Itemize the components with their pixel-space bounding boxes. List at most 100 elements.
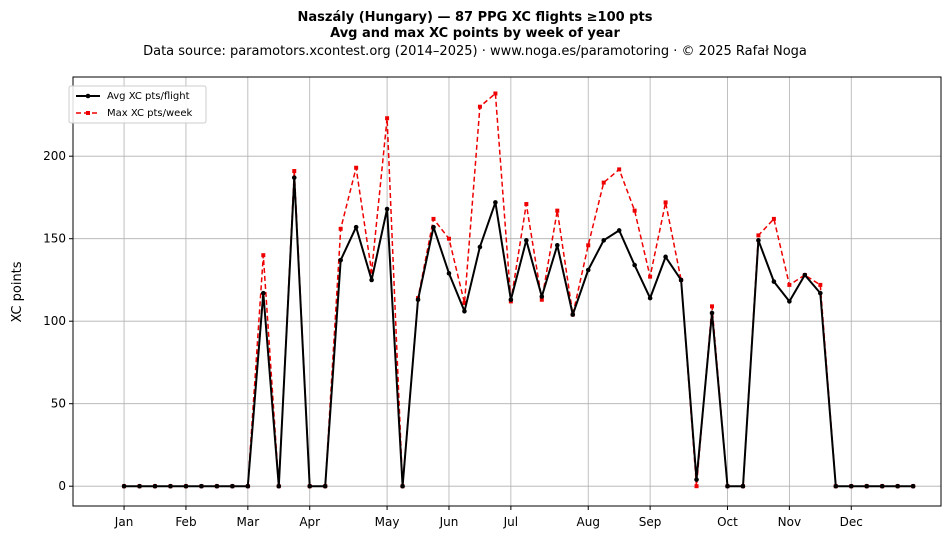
series-1-point-16 — [369, 269, 374, 274]
x-tick-label-4: May — [375, 515, 400, 529]
series-1-point-30 — [586, 243, 591, 248]
y-tick-label-3: 150 — [43, 232, 66, 246]
y-tick-label-4: 200 — [43, 149, 66, 163]
series-1-point-22 — [462, 301, 467, 306]
series-0-point-44 — [802, 272, 808, 278]
series-0-point-0 — [121, 483, 127, 489]
series-0-point-46 — [833, 483, 839, 489]
x-tick-label-8: Sep — [639, 515, 662, 529]
series-1-point-38 — [710, 304, 715, 309]
chart-subtitle: Avg and max XC points by week of year — [330, 26, 620, 41]
series-1-point-27 — [539, 297, 544, 302]
y-tick-label-1: 50 — [51, 397, 66, 411]
legend-marker-max — [86, 111, 90, 115]
series-0-point-20 — [431, 224, 436, 230]
x-tick-label-3: Apr — [299, 515, 320, 529]
series-0-point-29 — [570, 312, 576, 317]
series-0-point-41 — [756, 238, 761, 243]
series-0-point-24 — [493, 200, 498, 205]
series-0-point-10 — [276, 483, 282, 489]
y-ticks: 0 50 100 150 200 — [43, 149, 73, 493]
series-1-point-28 — [555, 208, 560, 213]
x-tick-label-5: Jun — [439, 515, 459, 529]
series-0-point-27 — [539, 294, 545, 299]
series-0-point-6 — [214, 483, 220, 489]
legend-label-avg: Avg XC pts/flight — [107, 91, 190, 102]
series-1-point-20 — [431, 216, 436, 221]
series-1-point-26 — [524, 202, 529, 207]
series-0-point-17 — [384, 206, 390, 212]
legend-marker-avg — [85, 93, 91, 99]
series-1-point-17 — [385, 116, 390, 121]
y-axis-label: XC points — [10, 261, 25, 322]
series-0-point-19 — [415, 297, 421, 303]
series-1-point-35 — [663, 200, 668, 205]
x-tick-label-7: Aug — [577, 515, 600, 529]
series-0-point-18 — [400, 483, 405, 489]
plot-area-frame — [72, 76, 942, 507]
series-1-point-11 — [292, 169, 297, 174]
series-0-point-47 — [848, 483, 854, 489]
series-1-point-32 — [617, 167, 622, 172]
series-0-point-9 — [261, 290, 266, 296]
series-0-point-16 — [369, 277, 374, 283]
series-1-point-15 — [354, 165, 359, 170]
series-0-point-14 — [338, 257, 343, 263]
chart-title: Naszály (Hungary) — 87 PPG XC flights ≥1… — [298, 10, 653, 25]
series-0-point-11 — [291, 175, 297, 180]
x-tick-label-1: Feb — [175, 515, 196, 529]
series-1-point-43 — [787, 282, 792, 287]
series-1-point-41 — [756, 233, 761, 238]
series-line-0 — [124, 176, 914, 488]
series-1-point-9 — [261, 253, 266, 258]
series-0-point-37 — [694, 477, 699, 482]
series-0-point-28 — [554, 243, 560, 248]
series-0-point-49 — [879, 483, 885, 489]
series-0-point-12 — [307, 483, 313, 489]
series-0-point-31 — [601, 238, 607, 243]
series-0-point-25 — [508, 297, 514, 303]
series-0-point-3 — [168, 483, 173, 489]
series-0-point-22 — [462, 309, 467, 314]
x-tick-label-10: Nov — [778, 515, 801, 529]
chart-source-line: Data source: paramotors.xcontest.org (20… — [143, 44, 807, 59]
series-0-point-40 — [740, 483, 746, 489]
series-layer — [121, 91, 916, 489]
series-0-point-32 — [616, 228, 622, 233]
series-0-point-36 — [678, 277, 684, 283]
series-1-point-33 — [632, 208, 637, 213]
series-1-point-34 — [648, 274, 653, 279]
series-0-point-4 — [183, 483, 189, 489]
y-tick-label-0: 0 — [58, 479, 66, 493]
series-0-point-15 — [353, 224, 359, 230]
series-0-point-13 — [322, 483, 328, 489]
series-0-point-5 — [199, 483, 204, 489]
x-tick-label-11: Dec — [840, 515, 863, 529]
series-1-point-14 — [338, 226, 343, 231]
series-1-point-21 — [446, 236, 451, 241]
x-tick-label-6: Jul — [503, 515, 518, 529]
series-1-point-37 — [694, 484, 699, 489]
x-tick-label-9: Oct — [717, 515, 738, 529]
series-0-point-2 — [152, 483, 158, 489]
series-0-point-45 — [818, 290, 823, 296]
series-0-point-34 — [647, 295, 653, 301]
series-0-point-23 — [477, 244, 483, 250]
legend-label-max: Max XC pts/week — [107, 108, 192, 119]
series-0-point-7 — [230, 483, 235, 489]
series-1-point-24 — [493, 91, 498, 96]
series-0-point-42 — [771, 279, 777, 284]
series-1-point-31 — [601, 180, 606, 185]
series-0-point-26 — [524, 238, 529, 243]
series-0-point-1 — [137, 483, 142, 489]
series-1-point-42 — [771, 216, 776, 221]
series-0-point-51 — [910, 483, 916, 489]
series-0-point-8 — [245, 483, 251, 489]
series-0-point-43 — [787, 299, 792, 304]
legend-box — [68, 85, 207, 124]
series-1-point-45 — [818, 282, 823, 287]
grid-lines — [73, 77, 941, 506]
series-1-point-23 — [477, 104, 482, 109]
series-0-point-50 — [895, 483, 900, 489]
